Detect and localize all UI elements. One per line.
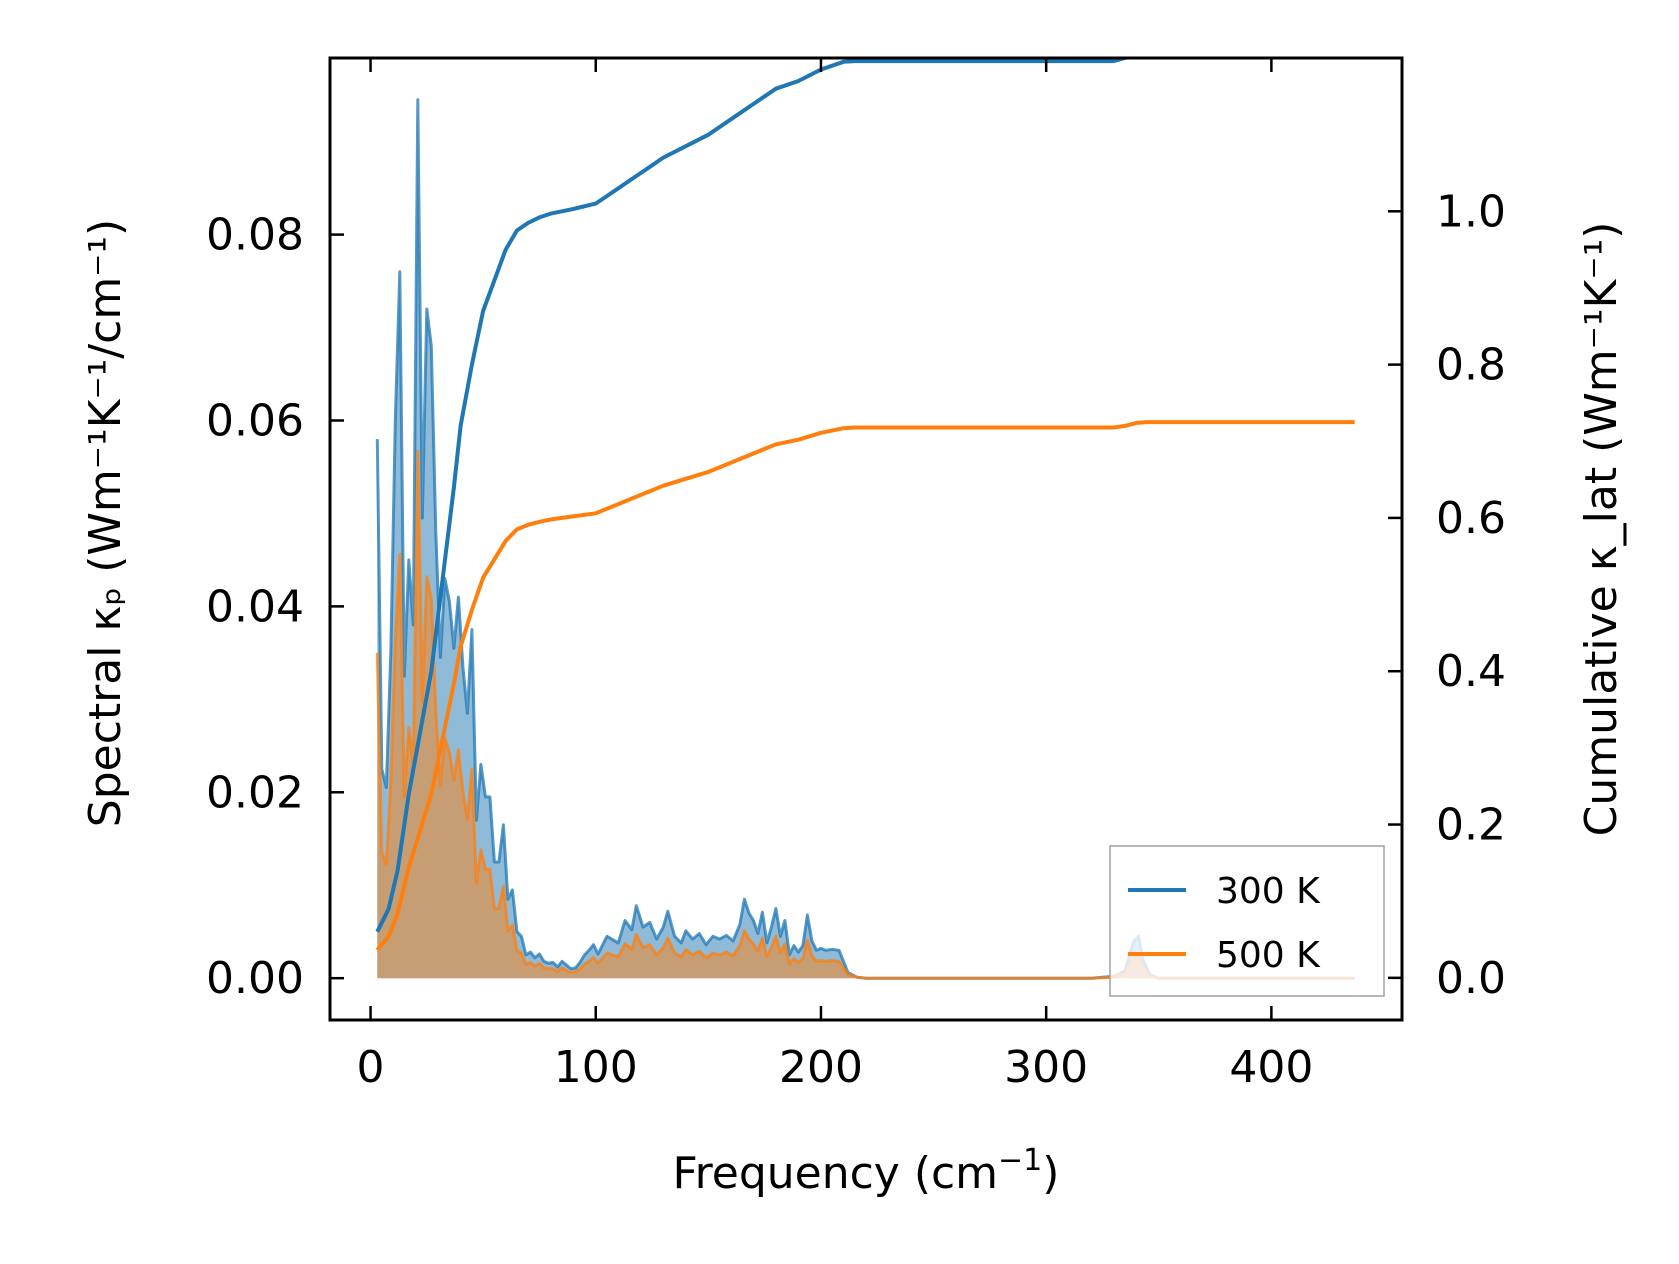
x-tick-label: 300 [1004,1042,1088,1093]
y-right-tick-label: 1.0 [1436,186,1506,237]
x-tick-label: 400 [1229,1042,1313,1093]
spectral-area-500k [377,451,1355,979]
y-left-tick-label: 0.06 [206,395,304,446]
cumulative-line-500k [375,420,1355,952]
plot-frame [328,56,1404,1022]
y-left-tick-label: 0.02 [206,767,304,818]
y-left-tick-label: 0.08 [206,210,304,261]
x-tick-label: 200 [779,1042,863,1093]
y-right-tick-label: 0.2 [1436,800,1506,851]
y-right-tick-label: 0.0 [1436,953,1506,1004]
legend-label: 300 K [1216,871,1321,912]
y-right-tick-label: 0.8 [1436,340,1506,391]
x-axis-label: Frequency (cm−1) [673,1143,1060,1199]
spectral-line-500k [375,449,1355,980]
y-right-tick-label: 0.6 [1436,493,1506,544]
y-left-tick-label: 0.00 [206,953,304,1004]
y-left-axis-label: Spectral κₚ (Wm⁻¹K⁻¹/cm⁻¹) [80,219,131,827]
spectral-fills [375,98,1355,980]
legend: 300 K 500 K [1109,845,1385,997]
x-tick-label: 0 [357,1042,385,1093]
x-tick-label: 100 [554,1042,638,1093]
cumulative-line-300k [375,58,1130,933]
legend-label: 500 K [1216,935,1321,976]
y-right-axis-label: Cumulative κ_lat (Wm⁻¹K⁻¹) [1576,222,1627,837]
y-right-tick-label: 0.4 [1436,646,1506,697]
y-left-tick-label: 0.04 [206,581,304,632]
spectral-line-300k [375,98,1355,980]
series-lines [375,58,1355,952]
axes: 0 100 200 300 400 0.00 0.02 0.04 0.06 0.08 0.0 0.2 0… [80,56,1627,1199]
legend-box [1109,845,1385,997]
